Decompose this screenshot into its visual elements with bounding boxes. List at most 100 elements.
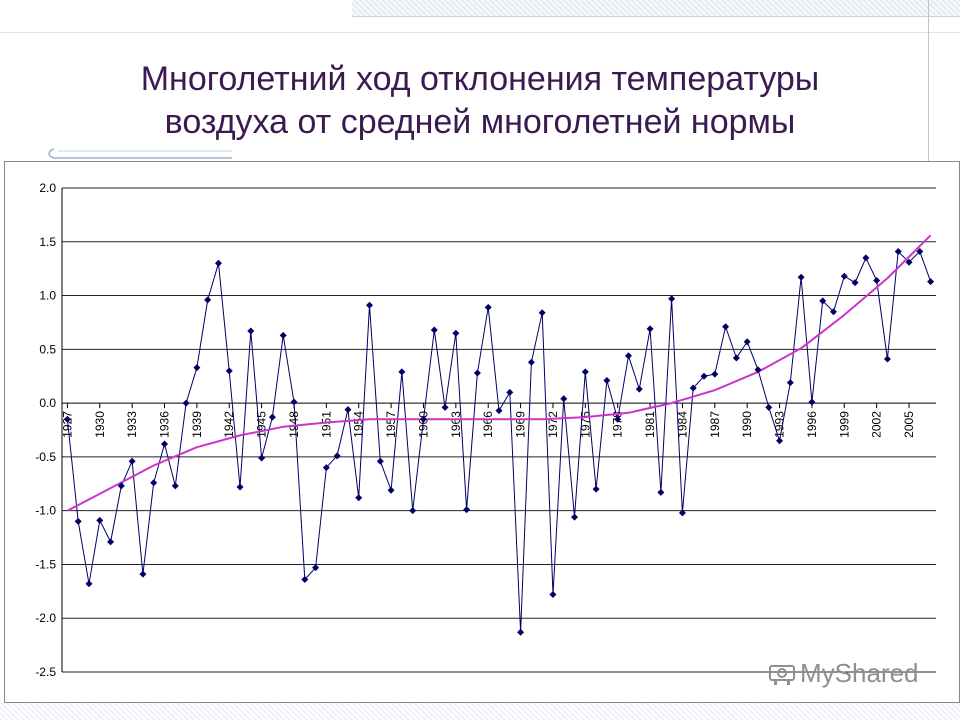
data-point bbox=[894, 247, 902, 255]
projector-icon bbox=[769, 664, 795, 685]
data-point bbox=[182, 399, 190, 407]
data-point bbox=[776, 437, 784, 445]
x-tick-label: 1960 bbox=[416, 411, 430, 438]
data-point bbox=[592, 485, 600, 493]
data-point bbox=[527, 358, 535, 366]
y-tick-label: 0.0 bbox=[39, 396, 56, 410]
chart-frame bbox=[4, 161, 960, 703]
x-tick-label: 1948 bbox=[287, 411, 301, 438]
data-point bbox=[473, 369, 481, 377]
data-point bbox=[355, 494, 363, 502]
series-line bbox=[66, 250, 932, 633]
y-tick-label: 2.0 bbox=[39, 181, 56, 195]
title-line-2: воздуха от средней многолетней нормы bbox=[164, 103, 796, 141]
data-point bbox=[689, 384, 697, 392]
x-tick-label: 1963 bbox=[449, 411, 463, 438]
x-tick-label: 2002 bbox=[870, 411, 884, 438]
x-tick-label: 1936 bbox=[158, 411, 172, 438]
data-point bbox=[927, 278, 935, 286]
x-tick-label: 1966 bbox=[481, 411, 495, 438]
data-point bbox=[495, 407, 503, 415]
data-point bbox=[236, 483, 244, 491]
data-point bbox=[484, 303, 492, 311]
data-point bbox=[829, 308, 837, 316]
y-tick-label: -0.5 bbox=[35, 450, 56, 464]
data-point bbox=[463, 506, 471, 514]
data-point bbox=[624, 352, 632, 360]
data-point bbox=[538, 309, 546, 317]
y-tick-label: -1.5 bbox=[35, 557, 56, 571]
data-point bbox=[797, 273, 805, 281]
data-point bbox=[139, 570, 147, 578]
data-point bbox=[657, 488, 665, 496]
x-tick-label: 1981 bbox=[643, 411, 657, 438]
data-point bbox=[905, 258, 913, 266]
data-point bbox=[161, 440, 169, 448]
data-point bbox=[214, 259, 222, 267]
y-tick-label: 1.5 bbox=[39, 235, 56, 249]
decorative-top-band bbox=[352, 0, 960, 17]
x-tick-label: 1972 bbox=[546, 411, 560, 438]
data-point bbox=[700, 372, 708, 380]
data-point bbox=[376, 457, 384, 465]
data-point bbox=[549, 591, 557, 599]
data-point bbox=[387, 486, 395, 494]
x-tick-label: 1996 bbox=[805, 411, 819, 438]
data-point bbox=[398, 368, 406, 376]
y-tick-label: 0.5 bbox=[39, 342, 56, 356]
data-point bbox=[646, 325, 654, 333]
data-point bbox=[204, 296, 212, 304]
x-tick-label: 1933 bbox=[125, 411, 139, 438]
trend-line bbox=[66, 234, 932, 512]
data-point bbox=[851, 279, 859, 287]
data-point bbox=[678, 509, 686, 517]
decorative-divider bbox=[0, 32, 960, 33]
data-point bbox=[85, 580, 93, 588]
data-point bbox=[743, 338, 751, 346]
data-point bbox=[711, 370, 719, 378]
data-point bbox=[635, 385, 643, 393]
title-line-1: Многолетний ход отклонения температуры bbox=[140, 60, 820, 98]
data-point bbox=[279, 331, 287, 339]
data-point bbox=[571, 513, 579, 521]
data-point bbox=[862, 254, 870, 262]
data-point bbox=[344, 406, 352, 414]
data-point bbox=[517, 628, 525, 636]
x-tick-label: 1927 bbox=[60, 411, 74, 438]
data-point bbox=[786, 379, 794, 387]
data-point bbox=[808, 398, 816, 406]
data-point bbox=[754, 366, 762, 374]
watermark: MyShared bbox=[768, 658, 919, 689]
decorative-swirl bbox=[48, 148, 232, 159]
x-tick-label: 1999 bbox=[837, 411, 851, 438]
data-point bbox=[560, 395, 568, 403]
y-tick-label: -2.5 bbox=[35, 665, 56, 679]
x-tick-label: 1990 bbox=[740, 411, 754, 438]
data-point bbox=[193, 364, 201, 372]
data-point bbox=[506, 388, 514, 396]
data-point bbox=[722, 323, 730, 331]
data-point bbox=[614, 415, 622, 423]
x-tick-label: 1987 bbox=[708, 411, 722, 438]
data-point bbox=[117, 482, 125, 490]
x-tick-label: 1957 bbox=[384, 411, 398, 438]
data-point bbox=[883, 355, 891, 363]
y-tick-label: -1.0 bbox=[35, 504, 56, 518]
watermark-text: MyShared bbox=[800, 658, 919, 688]
data-point bbox=[366, 301, 374, 309]
data-point bbox=[732, 354, 740, 362]
data-point bbox=[268, 413, 276, 421]
data-point bbox=[916, 247, 924, 255]
data-point bbox=[74, 517, 82, 525]
data-point bbox=[765, 403, 773, 411]
x-tick-label: 1930 bbox=[93, 411, 107, 438]
data-point bbox=[312, 564, 320, 572]
data-point bbox=[668, 295, 676, 303]
data-point bbox=[419, 415, 427, 423]
data-point bbox=[819, 297, 827, 305]
data-point bbox=[107, 538, 115, 546]
data-point bbox=[301, 576, 309, 584]
data-point bbox=[333, 452, 341, 460]
data-point bbox=[581, 368, 589, 376]
data-point bbox=[63, 415, 71, 423]
